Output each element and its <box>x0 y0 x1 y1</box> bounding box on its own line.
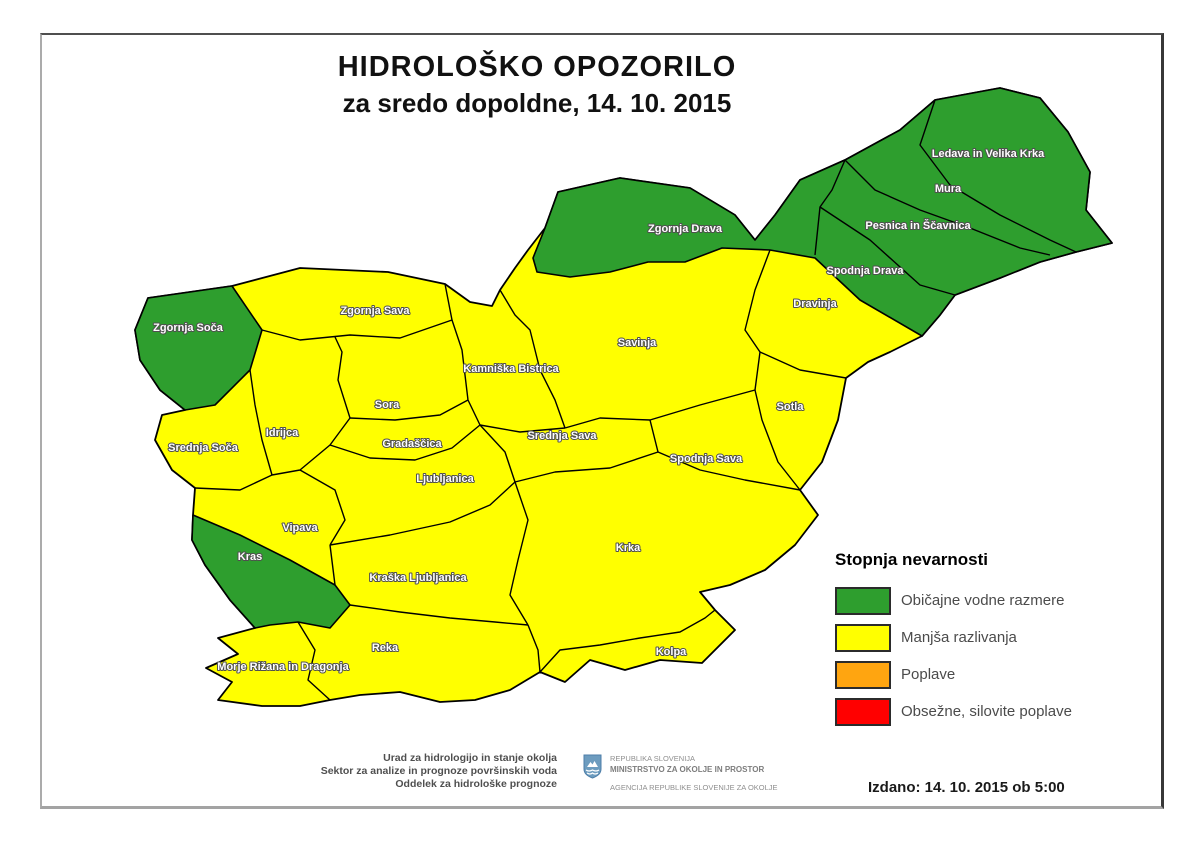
region-boundary <box>539 609 716 673</box>
legend-label-minor: Manjša razlivanja <box>901 629 1017 646</box>
slovenia-map: Ledava in Velika Krka Mura Pesnica in Ščav… <box>134 87 1113 707</box>
office-line-3: Oddelek za hidrološke prognoze <box>395 778 557 790</box>
region-boundary <box>297 621 331 701</box>
region-boundary <box>299 469 346 546</box>
legend-swatch-floods <box>835 661 891 689</box>
legend-swatch-minor <box>835 624 891 652</box>
office-line-1: Urad za hidrologijo in stanje okolja <box>383 752 557 764</box>
region-boundary <box>249 369 273 476</box>
map-frame: Ledava in Velika Krka Mura Pesnica in Ščav… <box>40 33 1164 809</box>
region-label-srednja-sava: Srednja Sava <box>527 430 597 442</box>
region-boundary <box>194 474 273 491</box>
office-line-2: Sektor za analize in prognoze površinski… <box>320 765 557 777</box>
region-boundary <box>514 451 659 483</box>
region-label-kamniska-bistrica: Kamniška Bistrica <box>463 363 559 375</box>
issuing-office-block: Urad za hidrologijo in stanje okolja Sek… <box>217 752 557 791</box>
page-title: HIDROLOŠKO OPOZORILO za sredo dopoldne, … <box>42 51 1032 119</box>
ministry-line-2: MINISTRSTVO ZA OKOLJE IN PROSTOR <box>610 765 765 774</box>
ministry-line-3: AGENCIJA REPUBLIKE SLOVENIJE ZA OKOLJE <box>610 783 778 792</box>
region-boundary <box>271 417 351 476</box>
region-label-srednja-soca: Srednja Soča <box>168 442 239 454</box>
legend-swatch-normal <box>835 587 891 615</box>
region-boundary <box>329 544 336 586</box>
region-label-kolpa: Kolpa <box>656 646 687 658</box>
region-boundary <box>479 424 566 433</box>
region-label-zgornja-sava: Zgornja Sava <box>340 305 410 317</box>
region-boundary <box>349 399 469 421</box>
region-boundary <box>479 424 516 483</box>
region-boundary <box>919 99 1077 253</box>
region-label-zgornja-drava: Zgornja Drava <box>648 223 723 235</box>
region-boundary <box>819 206 956 296</box>
region-label-sotla: Sotla <box>777 401 805 413</box>
region-label-vipava: Vipava <box>282 522 318 534</box>
region-boundary <box>759 351 847 379</box>
region-label-sora: Sora <box>375 399 400 411</box>
region-label-spodnja-drava: Spodnja Drava <box>826 265 904 277</box>
region-boundary <box>754 389 801 491</box>
region-label-zgornja-soca: Zgornja Soča <box>153 322 224 334</box>
zgornja-soca-area <box>134 285 263 411</box>
title-line1: HIDROLOŠKO OPOZORILO <box>337 51 737 83</box>
ministry-text: REPUBLIKA SLOVENIJA MINISTRSTVO ZA OKOLJ… <box>610 754 778 792</box>
legend-title: Stopnja nevarnosti <box>835 550 989 569</box>
region-label-ljubljanica: Ljubljanica <box>416 473 474 485</box>
title-line2: za sredo dopoldne, 14. 10. 2015 <box>342 88 732 118</box>
region-label-morje-rizana-in-dragonja: Morje Rižana in Dragonja <box>217 661 349 673</box>
region-boundary <box>649 419 659 453</box>
region-boundary <box>349 604 529 626</box>
region-label-reka: Reka <box>372 642 399 654</box>
region-boundary <box>657 451 801 491</box>
region-boundary <box>334 336 351 419</box>
region-label-savinja: Savinja <box>618 337 657 349</box>
region-label-mura: Mura <box>935 183 962 195</box>
legend-label-normal: Običajne vodne razmere <box>901 592 1065 609</box>
slovenia-coat-of-arms-icon <box>583 754 602 779</box>
region-boundary <box>499 289 566 429</box>
issued-timestamp: Izdano: 14. 10. 2015 ob 5:00 <box>868 779 1065 796</box>
region-boundary <box>451 319 481 426</box>
legend-swatch-severe <box>835 698 891 726</box>
region-boundary <box>814 159 846 256</box>
region-boundary <box>329 424 481 461</box>
region-label-spodnja-sava: Spodnja Sava <box>670 453 743 465</box>
region-label-pesnica-in-scavnica: Pesnica in Ščavnica <box>865 219 971 232</box>
region-label-krka: Krka <box>616 542 641 554</box>
danger-legend: Stopnja nevarnosti Običajne vodne razmer… <box>835 550 1165 726</box>
region-boundary <box>509 481 529 626</box>
region-label-kraska-ljubljanica: Kraška Ljubljanica <box>369 572 467 584</box>
legend-label-severe: Obsežne, silovite poplave <box>901 703 1072 720</box>
drava-mura-area <box>532 87 1113 337</box>
region-label-idrijca: Idrijca <box>266 427 299 439</box>
region-boundary <box>744 249 771 391</box>
legend-label-floods: Poplave <box>901 666 956 683</box>
region-label-gradascica: Gradaščica <box>382 438 442 450</box>
region-boundary <box>527 624 541 673</box>
region-label-ledava-in-velika-krka: Ledava in Velika Krka <box>932 148 1045 160</box>
region-boundary <box>329 481 516 546</box>
region-boundary <box>261 283 453 341</box>
region-boundary <box>844 159 1051 256</box>
region-label-dravinja: Dravinja <box>793 298 837 310</box>
region-label-kras: Kras <box>238 551 262 563</box>
ministry-line-1: REPUBLIKA SLOVENIJA <box>610 754 696 763</box>
